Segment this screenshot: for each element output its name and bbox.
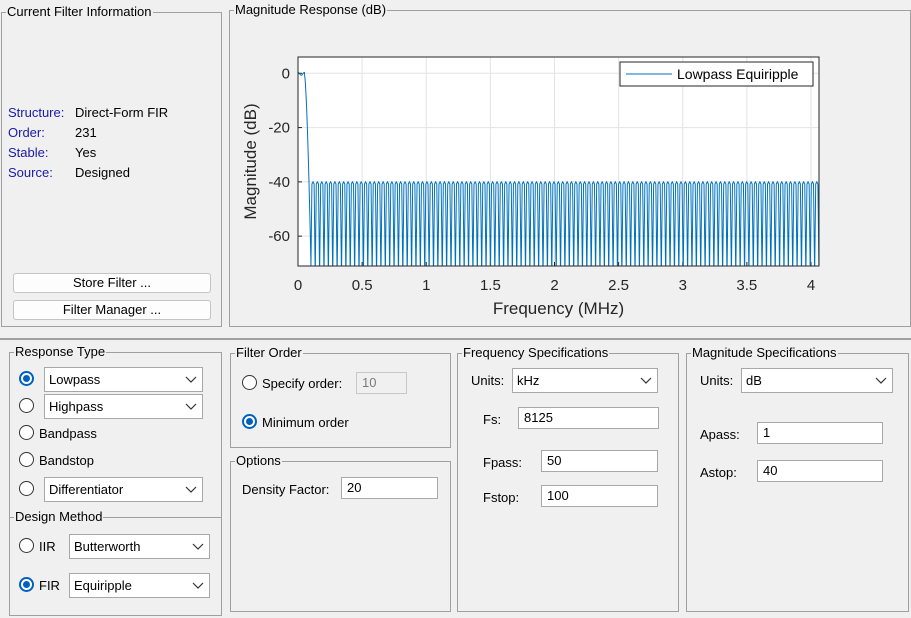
panel-title: Response Type bbox=[14, 344, 107, 360]
highpass-select-value: Highpass bbox=[49, 399, 104, 414]
magnitude-response-chart: 0 0.5 1 1.5 2 2.5 3 3.5 4 0 -20 -40 -60 Frequency (… bbox=[241, 56, 820, 318]
freq-units-select[interactable]: kHz bbox=[512, 368, 658, 393]
freq-units-value: kHz bbox=[517, 373, 540, 388]
specify-order-radio[interactable] bbox=[242, 375, 257, 390]
apass-input[interactable]: 1 bbox=[757, 422, 883, 444]
structure-value: Direct-Form FIR bbox=[75, 105, 169, 120]
fir-radio[interactable] bbox=[19, 577, 34, 592]
chevron-down-icon bbox=[875, 377, 887, 384]
fir-label[interactable]: FIR bbox=[39, 578, 60, 593]
y-axis-label: Magnitude (dB) bbox=[241, 103, 260, 219]
minimum-order-radio[interactable] bbox=[242, 414, 257, 429]
stable-key: Stable: bbox=[8, 145, 49, 160]
mag-units-label: Units: bbox=[700, 373, 734, 388]
magnitude-specs-panel: Magnitude Specifications bbox=[686, 345, 909, 612]
density-factor-input[interactable]: 20 bbox=[341, 477, 438, 499]
design-method-panel: Design Method bbox=[9, 509, 222, 616]
y-tick-label: -20 bbox=[268, 120, 290, 137]
chevron-down-icon bbox=[192, 582, 204, 589]
panel-title: Magnitude Specifications bbox=[691, 345, 838, 361]
source-key: Source: bbox=[8, 165, 53, 180]
apass-label: Apass: bbox=[700, 427, 740, 442]
x-tick-label: 2.5 bbox=[608, 277, 629, 294]
panel-title: Design Method bbox=[14, 509, 104, 525]
x-tick-label: 3 bbox=[679, 277, 687, 294]
highpass-radio[interactable] bbox=[19, 398, 34, 413]
fir-method-value: Equiripple bbox=[74, 578, 132, 593]
x-axis-label: Frequency (MHz) bbox=[493, 299, 624, 318]
frequency-specs-panel: Frequency Specifications bbox=[457, 345, 679, 612]
iir-radio[interactable] bbox=[19, 538, 34, 553]
density-factor-label: Density Factor: bbox=[242, 482, 330, 497]
mag-units-select[interactable]: dB bbox=[741, 368, 893, 393]
section-divider bbox=[0, 338, 911, 340]
chevron-down-icon bbox=[185, 403, 197, 410]
chart-legend: Lowpass Equiripple bbox=[619, 61, 814, 87]
bandstop-radio[interactable] bbox=[19, 452, 34, 467]
astop-input[interactable]: 40 bbox=[757, 460, 883, 482]
fs-label: Fs: bbox=[483, 412, 502, 427]
lowpass-select[interactable]: Lowpass bbox=[44, 367, 203, 392]
y-tick-label: -60 bbox=[268, 228, 290, 245]
chevron-down-icon bbox=[192, 543, 204, 550]
panel-title: Options bbox=[235, 453, 282, 469]
panel-title: Frequency Specifications bbox=[462, 345, 610, 361]
freq-units-label: Units: bbox=[471, 373, 505, 388]
y-tick-label: -40 bbox=[268, 174, 290, 191]
bandpass-label[interactable]: Bandpass bbox=[39, 426, 97, 441]
lowpass-select-value: Lowpass bbox=[49, 372, 101, 387]
x-tick-label: 1.5 bbox=[480, 277, 501, 294]
chevron-down-icon bbox=[640, 377, 652, 384]
specify-order-label[interactable]: Specify order: bbox=[262, 376, 343, 391]
legend-label: Lowpass Equiripple bbox=[677, 66, 799, 82]
minimum-order-label[interactable]: Minimum order bbox=[262, 415, 349, 430]
chevron-down-icon bbox=[185, 486, 197, 493]
astop-label: Astop: bbox=[700, 465, 737, 480]
options-panel: Options bbox=[230, 453, 451, 612]
mag-units-value: dB bbox=[746, 373, 762, 388]
x-tick-label: 0 bbox=[294, 277, 302, 294]
order-key: Order: bbox=[8, 125, 45, 140]
x-tick-label: 0.5 bbox=[352, 277, 373, 294]
differentiator-radio[interactable] bbox=[19, 481, 34, 496]
fpass-label: Fpass: bbox=[483, 455, 523, 470]
fpass-input[interactable]: 50 bbox=[541, 450, 658, 472]
x-tick-label: 2 bbox=[550, 277, 558, 294]
chevron-down-icon bbox=[185, 376, 197, 383]
iir-method-value: Butterworth bbox=[74, 539, 141, 554]
panel-title: Filter Order bbox=[235, 345, 303, 361]
filter-manager-button[interactable]: Filter Manager ... bbox=[13, 300, 211, 320]
current-filter-info-panel: Current Filter Information bbox=[1, 4, 222, 327]
structure-key: Structure: bbox=[8, 105, 65, 120]
lowpass-radio[interactable] bbox=[19, 371, 34, 386]
fstop-input[interactable]: 100 bbox=[541, 485, 658, 507]
x-tick-labels: 0 0.5 1 1.5 2 2.5 3 3.5 4 bbox=[294, 277, 815, 294]
panel-title: Magnitude Response (dB) bbox=[234, 2, 388, 18]
iir-label[interactable]: IIR bbox=[39, 539, 56, 554]
store-filter-button[interactable]: Store Filter ... bbox=[13, 273, 211, 293]
highpass-select[interactable]: Highpass bbox=[44, 394, 203, 419]
plot-frame bbox=[297, 56, 820, 267]
panel-title: Current Filter Information bbox=[6, 4, 153, 20]
bandpass-radio[interactable] bbox=[19, 425, 34, 440]
iir-method-select[interactable]: Butterworth bbox=[69, 534, 210, 559]
x-tick-label: 4 bbox=[807, 277, 815, 294]
specify-order-input[interactable]: 10 bbox=[356, 372, 407, 394]
differentiator-select[interactable]: Differentiator bbox=[44, 477, 203, 502]
y-tick-labels: 0 -20 -40 -60 bbox=[268, 65, 290, 245]
order-value: 231 bbox=[75, 125, 97, 140]
differentiator-select-value: Differentiator bbox=[49, 482, 124, 497]
fstop-label: Fstop: bbox=[483, 490, 520, 505]
stable-value: Yes bbox=[75, 145, 97, 160]
filter-order-panel: Filter Order bbox=[230, 345, 451, 448]
fs-input[interactable]: 8125 bbox=[518, 407, 659, 429]
bandstop-label[interactable]: Bandstop bbox=[39, 453, 94, 468]
y-tick-label: 0 bbox=[282, 65, 290, 82]
x-tick-label: 3.5 bbox=[736, 277, 757, 294]
x-tick-label: 1 bbox=[422, 277, 430, 294]
source-value: Designed bbox=[75, 165, 130, 180]
fir-method-select[interactable]: Equiripple bbox=[69, 573, 210, 598]
